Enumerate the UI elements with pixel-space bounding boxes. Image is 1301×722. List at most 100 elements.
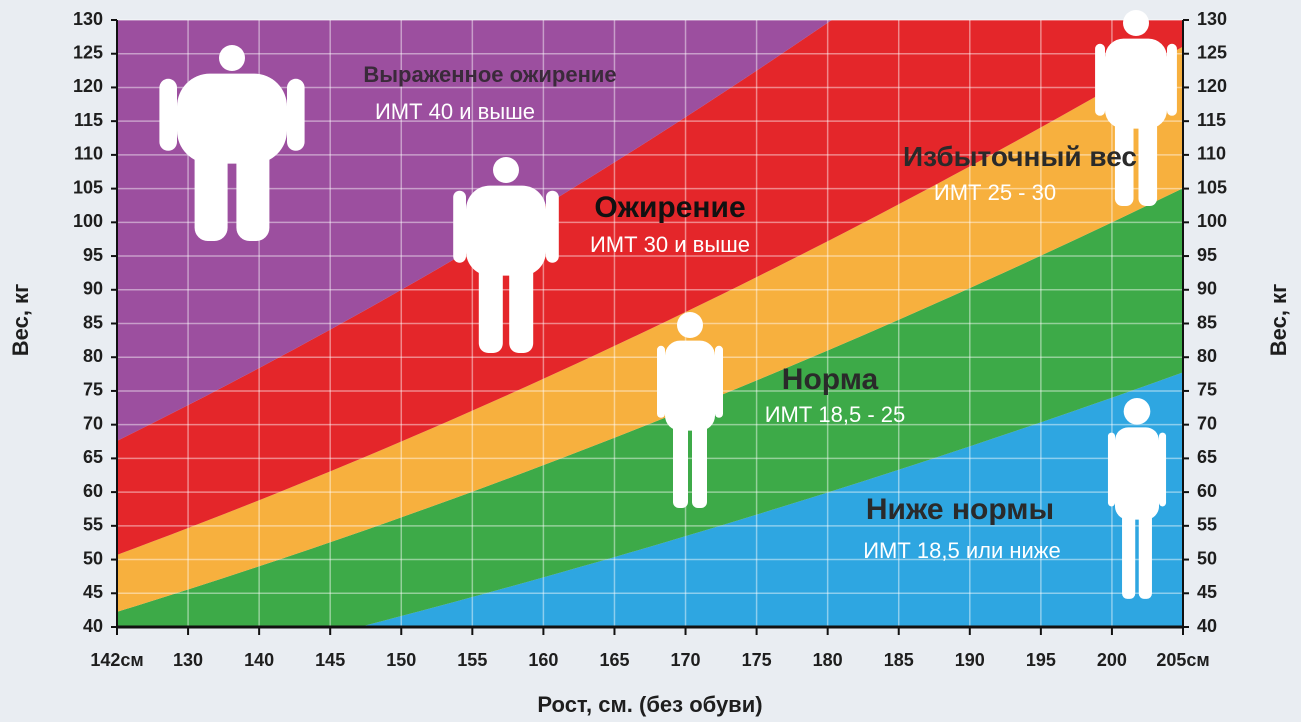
zone-band xyxy=(117,46,1183,612)
y-tick-label: 120 xyxy=(73,76,103,96)
y2-tick-label: 70 xyxy=(1197,413,1217,433)
silhouette-body xyxy=(177,73,287,164)
y-tick-label: 70 xyxy=(83,413,103,433)
y2-tick-label: 65 xyxy=(1197,447,1217,467)
x-tick-label: 150 xyxy=(386,650,416,670)
x-tick-label: 185 xyxy=(884,650,914,670)
y-tick-label: 85 xyxy=(83,312,103,332)
zone-name: Ожирение xyxy=(594,191,746,224)
zone-band xyxy=(117,188,1183,627)
x-tick-label: 155 xyxy=(457,650,487,670)
zone-name: Ниже нормы xyxy=(865,493,1055,526)
y-tick-label: 55 xyxy=(83,515,103,535)
y-tick-label: 110 xyxy=(74,144,103,164)
y2-axis-label: Вес, кг xyxy=(1266,284,1291,356)
zone-band xyxy=(359,372,1183,627)
y-tick-label: 100 xyxy=(73,211,103,231)
y2-tick-label: 75 xyxy=(1197,380,1217,400)
silhouette xyxy=(1107,398,1167,599)
silhouette xyxy=(453,157,559,353)
y-tick-label: 75 xyxy=(83,380,103,400)
y2-tick-label: 130 xyxy=(1197,9,1227,29)
y2-tick-label: 90 xyxy=(1197,279,1217,299)
zone-label: ИМТ 25 - 30 xyxy=(933,180,1057,205)
y2-tick-label: 40 xyxy=(1197,616,1217,636)
y2-tick-label: 45 xyxy=(1197,582,1217,602)
y2-tick-label: 60 xyxy=(1197,481,1217,501)
silhouette-arm xyxy=(453,190,466,263)
x-tick-label: 142см xyxy=(90,650,143,670)
silhouette-body xyxy=(1115,427,1159,520)
silhouette-leg xyxy=(692,412,707,508)
silhouette-head xyxy=(677,312,703,338)
silhouette-head xyxy=(219,45,245,71)
y-tick-label: 90 xyxy=(83,279,103,299)
x-axis-label: Рост, см. (без обуви) xyxy=(537,692,762,717)
silhouette-leg xyxy=(194,145,228,241)
zone-band xyxy=(117,20,1183,555)
x-tick-label: 175 xyxy=(742,650,772,670)
y2-tick-label: 55 xyxy=(1197,515,1217,535)
x-tick-label: 205см xyxy=(1156,650,1209,670)
y-tick-label: 115 xyxy=(74,110,103,130)
x-tick-label: 195 xyxy=(1026,650,1056,670)
silhouette-body xyxy=(466,185,546,276)
x-tick-label: 200 xyxy=(1097,650,1127,670)
silhouette-head xyxy=(1123,398,1151,425)
silhouette-arm xyxy=(546,190,559,263)
silhouette-arm xyxy=(1107,432,1115,507)
zone-label: ИМТ 18,5 - 25 xyxy=(764,402,906,427)
y2-tick-label: 115 xyxy=(1197,110,1226,130)
y-axis-label: Вес, кг xyxy=(8,284,33,356)
figures xyxy=(159,10,1177,599)
zone-label: ИМТ 30 и выше xyxy=(589,232,751,257)
zone-label: ИМТ 40 и выше xyxy=(374,99,536,124)
y-tick-label: 105 xyxy=(73,177,103,197)
y-tick-label: 125 xyxy=(73,42,103,62)
silhouette-leg xyxy=(478,257,503,353)
silhouette-body xyxy=(1105,38,1167,129)
y-tick-label: 40 xyxy=(83,616,103,636)
silhouette-leg xyxy=(1138,500,1152,599)
y2-tick-label: 95 xyxy=(1197,245,1217,265)
y2-tick-label: 105 xyxy=(1197,177,1227,197)
silhouette-leg xyxy=(236,145,270,241)
x-tick-label: 165 xyxy=(599,650,629,670)
y-tick-label: 50 xyxy=(83,548,103,568)
x-tick-label: 190 xyxy=(955,650,985,670)
silhouette xyxy=(1095,10,1177,206)
silhouette-leg xyxy=(1122,500,1136,599)
silhouette xyxy=(657,312,723,508)
y2-tick-label: 125 xyxy=(1197,42,1227,62)
silhouette-leg xyxy=(673,412,688,508)
y-tick-label: 80 xyxy=(83,346,103,366)
y2-tick-label: 100 xyxy=(1197,211,1227,231)
grid xyxy=(111,19,1189,635)
y-tick-label: 130 xyxy=(73,9,103,29)
silhouette-arm xyxy=(715,345,723,418)
x-tick-label: 130 xyxy=(173,650,203,670)
silhouette-arm xyxy=(1095,43,1105,116)
y-tick-label: 45 xyxy=(83,582,103,602)
silhouette-body xyxy=(665,340,715,431)
zone-name: Норма xyxy=(781,363,879,396)
x-tick-label: 145 xyxy=(315,650,345,670)
x-tick-label: 170 xyxy=(671,650,701,670)
zone-label: ИМТ 18,5 или ниже xyxy=(863,538,1061,563)
silhouette-leg xyxy=(1114,110,1134,206)
y2-tick-label: 80 xyxy=(1197,346,1217,366)
silhouette-arm xyxy=(1167,43,1177,116)
silhouette-arm xyxy=(159,78,177,151)
silhouette-arm xyxy=(287,78,305,151)
y2-tick-label: 50 xyxy=(1197,548,1217,568)
silhouette-head xyxy=(1123,10,1149,36)
x-tick-label: 160 xyxy=(528,650,558,670)
zone-name: Избыточный вес xyxy=(903,141,1137,172)
y2-tick-label: 110 xyxy=(1197,144,1226,164)
silhouette-leg xyxy=(1138,110,1158,206)
y2-tick-label: 85 xyxy=(1197,312,1217,332)
y-tick-label: 60 xyxy=(83,481,103,501)
silhouette-arm xyxy=(1159,432,1167,507)
